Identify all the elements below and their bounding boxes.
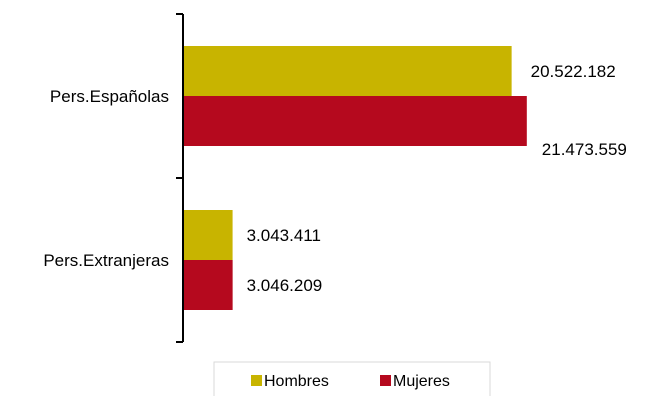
- data-label: 3.046.209: [247, 276, 323, 295]
- value-labels: 20.522.182 21.473.559 3.043.411 3.046.209: [247, 62, 627, 295]
- legend-swatch-hombres: [251, 375, 262, 386]
- data-label: 21.473.559: [542, 140, 627, 159]
- bars-group: [184, 46, 527, 310]
- category-axis: [176, 13, 184, 343]
- category-label: Pers.Extranjeras: [43, 251, 169, 270]
- data-label: 20.522.182: [531, 62, 616, 81]
- legend-label: Mujeres: [393, 373, 450, 390]
- legend-label: Hombres: [264, 373, 329, 390]
- data-label: 3.043.411: [247, 226, 321, 245]
- bar-mujeres: [184, 96, 527, 146]
- bar-hombres: [184, 46, 512, 96]
- legend: Hombres Mujeres: [213, 361, 491, 396]
- legend-swatch-mujeres: [380, 375, 391, 386]
- bar-mujeres: [184, 260, 233, 310]
- bar-hombres: [184, 210, 233, 260]
- category-label: Pers.Españolas: [50, 87, 169, 106]
- category-labels: Pers.Españolas Pers.Extranjeras: [43, 87, 169, 270]
